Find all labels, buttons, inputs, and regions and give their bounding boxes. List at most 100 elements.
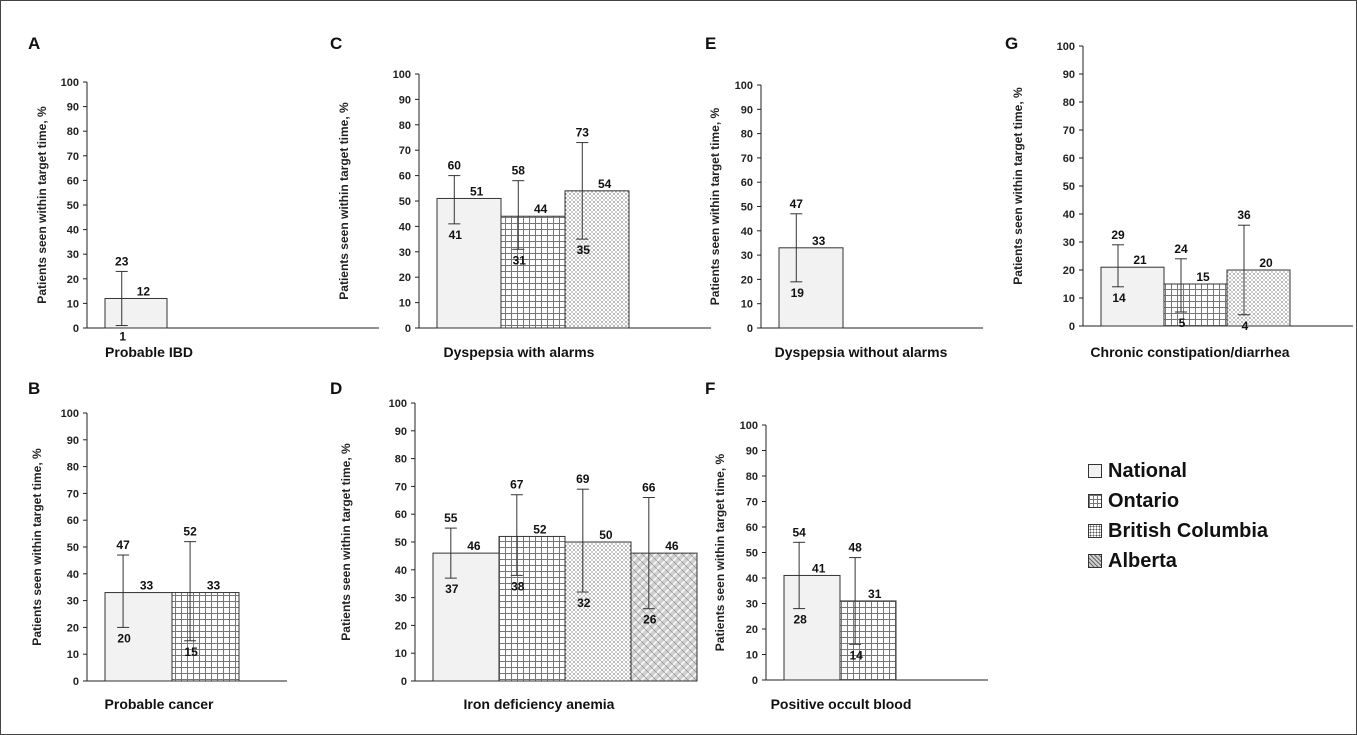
y-tick-label: 90 [67,435,79,447]
legend-label-british-columbia: British Columbia [1108,520,1268,543]
y-tick-label: 90 [67,102,79,114]
y-tick-label: 60 [67,175,79,187]
y-tick-label: 100 [740,420,758,432]
y-tick-label: 90 [395,426,407,438]
y-tick-label: 100 [389,398,407,410]
data-label-high: 60 [448,159,462,173]
y-tick-label: 60 [395,509,407,521]
y-tick-label: 50 [741,202,753,214]
bar-national [437,198,501,328]
data-label-high: 23 [115,254,129,268]
y-tick-label: 80 [399,120,411,132]
y-tick-label: 0 [73,676,79,688]
bar-alberta [631,553,697,681]
y-tick-label: 70 [746,497,758,509]
data-label-high: 47 [116,538,130,552]
panel-label: G [1005,34,1018,53]
y-tick-label: 40 [1063,209,1075,221]
y-tick-label: 0 [405,323,411,335]
legend: National Ontario British Columbia Albert… [1088,456,1268,576]
data-label-low: 19 [791,286,805,300]
data-label-high: 69 [576,472,590,486]
data-label-high: 48 [848,541,862,555]
data-label-high: 47 [790,197,804,211]
bar-national [433,553,499,681]
y-tick-label: 100 [735,80,753,92]
bar-british-columbia [565,542,631,681]
x-axis-title: Probable cancer [105,696,214,712]
panel-label: E [705,34,716,53]
y-axis-label: Patients seen within target time, % [35,106,49,304]
bar-ontario [172,593,239,681]
data-label-low: 28 [793,613,807,627]
panel-a: A 0 10 20 30 40 50 60 70 80 90 100 Patients seen wit… [28,34,379,360]
panel-label: F [705,379,715,398]
legend-item-alberta: Alberta [1088,546,1268,576]
x-axis-title: Probable IBD [105,344,193,360]
y-axis-label: Patients seen within target time, % [337,102,351,300]
data-label-low: 32 [577,596,591,610]
y-tick-label: 20 [67,274,79,286]
data-label-high: 67 [510,478,524,492]
panel-label: B [28,379,40,398]
y-tick-label: 30 [746,599,758,611]
panel-f: F 0 10 20 30 40 50 60 70 80 90 100 Patients seen wit… [705,379,988,712]
y-tick-label: 60 [399,171,411,183]
y-tick-label: 60 [746,522,758,534]
data-label-value: 41 [812,561,826,575]
y-tick-label: 0 [747,323,753,335]
data-label-value: 12 [137,284,151,298]
y-tick-label: 30 [67,596,79,608]
data-label-low: 35 [577,243,591,257]
data-label-value: 21 [1133,253,1147,267]
y-tick-label: 50 [1063,181,1075,193]
y-tick-label: 10 [741,299,753,311]
bar-national [784,575,840,680]
y-tick-label: 0 [752,675,758,687]
legend-swatch-national [1088,464,1102,478]
data-label-low: 14 [849,648,863,662]
data-label-value: 51 [470,184,484,198]
y-tick-label: 10 [67,298,79,310]
legend-item-british-columbia: British Columbia [1088,516,1268,546]
y-tick-label: 50 [67,200,79,212]
y-tick-label: 70 [399,145,411,157]
legend-swatch-alberta [1088,554,1102,568]
y-tick-label: 90 [746,446,758,458]
legend-swatch-british-columbia [1088,524,1102,538]
y-axis-label: Patients seen within target time, % [30,448,44,646]
y-tick-label: 60 [1063,153,1075,165]
y-tick-label: 30 [741,250,753,262]
y-tick-label: 100 [1057,41,1075,53]
bar-national [779,248,843,328]
data-label-high: 36 [1237,208,1251,222]
y-tick-label: 40 [741,226,753,238]
y-tick-label: 70 [1063,125,1075,137]
y-tick-label: 100 [61,408,79,420]
y-tick-label: 70 [395,481,407,493]
data-label-low: 31 [513,253,527,267]
y-tick-label: 80 [1063,97,1075,109]
data-label-low: 15 [184,645,198,659]
data-label-high: 29 [1111,228,1125,242]
bar-british-columbia [1227,270,1290,326]
bar-national [105,593,172,681]
data-label-high: 55 [444,511,458,525]
panel-g: G 0 10 20 30 40 50 60 70 80 90 100 Patients seen wit… [1005,34,1353,360]
y-tick-label: 90 [399,94,411,106]
y-tick-label: 50 [746,548,758,560]
y-tick-label: 20 [67,622,79,634]
data-label-value: 50 [599,528,613,542]
y-tick-label: 20 [399,272,411,284]
data-label-value: 15 [1196,270,1210,284]
legend-label-alberta: Alberta [1108,550,1177,573]
x-axis-title: Iron deficiency anemia [464,696,615,712]
y-tick-label: 0 [73,323,79,335]
y-tick-label: 80 [741,129,753,141]
y-tick-label: 80 [395,454,407,466]
y-tick-label: 70 [67,488,79,500]
data-label-value: 52 [533,522,547,536]
data-label-high: 58 [512,164,526,178]
data-label-value: 33 [140,579,154,593]
